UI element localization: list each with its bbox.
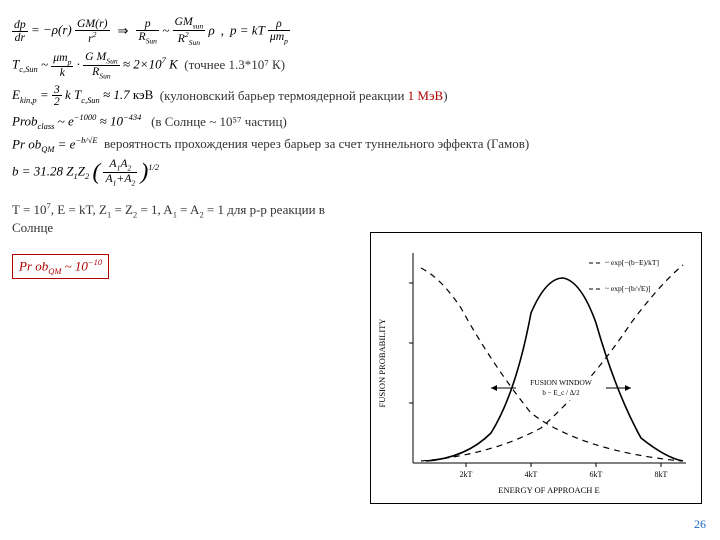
conditions-text: T = 107, E = kT, Z1 = Z2 = 1, A1 = A2 = …	[12, 202, 325, 235]
eq-pkt: p = kT ρμmp	[230, 18, 290, 45]
xtick-3: 6kT	[590, 470, 603, 479]
equation-row-1: dpdr = −ρ(r) GM(r)r2 ⇒ pRSun ~ GMsunR2Su…	[12, 16, 708, 47]
tunnel-curve	[421, 265, 683, 461]
note-particles: (в Солнце ~ 10⁵⁷ частиц)	[151, 114, 287, 130]
equation-row-6: b = 31.28 Z1Z2 ( A1A2A1+A2 )1/2	[12, 158, 708, 187]
chart-svg: 2kT 4kT 6kT 8kT FUSION WINDOW b − E_c / …	[371, 233, 701, 503]
arrow-1: ⇒	[118, 23, 129, 39]
legend-maxwell: ~ exp[−(b−E)/kT]	[605, 258, 659, 267]
eq-probqm: Pr obQM = e−b/√E	[12, 135, 98, 154]
fusion-chart: 2kT 4kT 6kT 8kT FUSION WINDOW b − E_c / …	[370, 232, 702, 504]
equation-row-5: Pr obQM = e−b/√E вероятность прохождения…	[12, 135, 708, 154]
coulomb-value: 1 МэВ	[408, 88, 444, 103]
eq-dpdr: dpdr = −ρ(r) GM(r)r2	[12, 18, 110, 44]
equation-row-2: Tc,Sun ~ μmpk · G MSunRSun ≈ 2×107 K (то…	[12, 51, 708, 80]
eq-b: b = 31.28 Z1Z2 ( A1A2A1+A2 )1/2	[12, 158, 159, 187]
note-coulomb-c: )	[443, 88, 447, 103]
note-coulomb-a: (кулоновский барьер термоядерной реакции	[160, 88, 408, 103]
fusion-window-sub: b − E_c / Δ/2	[542, 389, 580, 397]
equation-row-3: Ekin,p = 32 k Tc,Sun ≈ 1.7 кэВ (кулоновс…	[12, 84, 708, 108]
equation-row-4: Probclass ~ e−1000 ≈ 10−434 (в Солнце ~ …	[12, 112, 708, 131]
xtick-2: 4kT	[525, 470, 538, 479]
page-number: 26	[694, 517, 706, 532]
note-gamow: вероятность прохождения через барьер за …	[104, 136, 529, 152]
eq-ekin: Ekin,p = 32 k Tc,Sun ≈ 1.7 кэВ	[12, 84, 153, 108]
maxwell-curve	[421, 268, 681, 461]
legend-tunnel: ~ exp[−(b/√E)]	[605, 284, 651, 293]
note-coulomb: (кулоновский барьер термоядерной реакции…	[160, 88, 448, 104]
gamow-peak-curve	[426, 278, 683, 461]
conditions-note: T = 107, E = kT, Z1 = Z2 = 1, A1 = A2 = …	[12, 201, 352, 236]
y-axis-label: FUSION PROBABILITY	[377, 318, 387, 407]
eq-probclass: Probclass ~ e−1000 ≈ 10−434	[12, 112, 141, 131]
note-tcsun: (точнее 1.3*10⁷ К)	[184, 57, 285, 73]
xtick-4: 8kT	[655, 470, 668, 479]
eq-tcsun: Tc,Sun ~ μmpk · G MSunRSun ≈ 2×107 K	[12, 51, 178, 80]
fusion-window-label: FUSION WINDOW	[530, 378, 593, 387]
comma: ,	[221, 23, 224, 39]
boxed-probqm: Pr obQM ~ 10−10	[12, 254, 109, 279]
x-axis-label: ENERGY OF APPROACH E	[498, 485, 599, 495]
xtick-1: 2kT	[460, 470, 473, 479]
eq-pRsun: pRSun ~ GMsunR2Sun ρ	[136, 16, 214, 47]
